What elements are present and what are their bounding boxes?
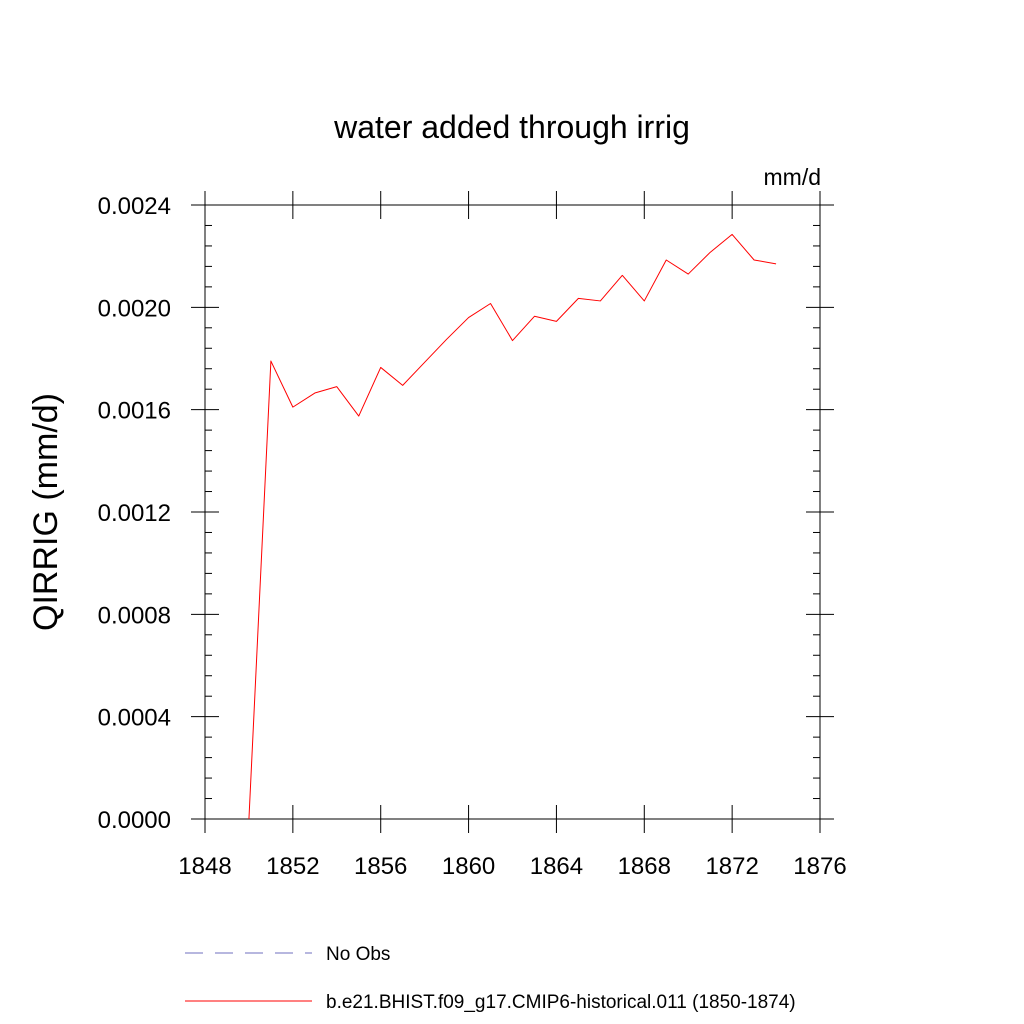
x-tick-label: 1860 xyxy=(442,853,495,880)
y-tick-label: 0.0012 xyxy=(98,500,171,527)
x-tick-label: 1864 xyxy=(530,853,583,880)
y-tick-label: 0.0008 xyxy=(98,602,171,629)
chart-title: water added through irrig xyxy=(333,109,690,145)
y-tick-label: 0.0020 xyxy=(98,295,171,322)
legend-label: No Obs xyxy=(326,944,390,965)
legend: No Obs b.e21.BHIST.f09_g17.CMIP6-historic… xyxy=(185,944,796,1013)
x-tick-label: 1852 xyxy=(266,853,319,880)
x-tick-label: 1872 xyxy=(705,853,758,880)
x-tick-label: 1856 xyxy=(354,853,407,880)
x-tick-label: 1876 xyxy=(793,853,846,880)
y-tick-label: 0.0024 xyxy=(98,193,171,220)
y-tick-label: 0.0004 xyxy=(98,705,171,732)
units-label: mm/d xyxy=(764,164,822,190)
data-series xyxy=(248,233,777,820)
y-axis-label: QIRRIG (mm/d) xyxy=(27,393,65,631)
y-tick-label: 0.0016 xyxy=(98,398,171,425)
y-tick-label: 0.0000 xyxy=(98,807,171,834)
y-axis-tick-labels: 0.0000 0.0004 0.0008 0.0012 0.0016 0.0020 0.00… xyxy=(98,193,171,834)
x-tick-label: 1848 xyxy=(178,853,231,880)
x-tick-label: 1868 xyxy=(618,853,671,880)
series-line xyxy=(248,233,777,820)
x-axis-tick-labels: 1848 1852 1856 1860 1864 1868 1872 1876 xyxy=(178,853,846,880)
axis-ticks xyxy=(191,191,834,833)
plot-frame xyxy=(204,204,821,820)
legend-label: b.e21.BHIST.f09_g17.CMIP6-historical.011… xyxy=(326,992,796,1013)
